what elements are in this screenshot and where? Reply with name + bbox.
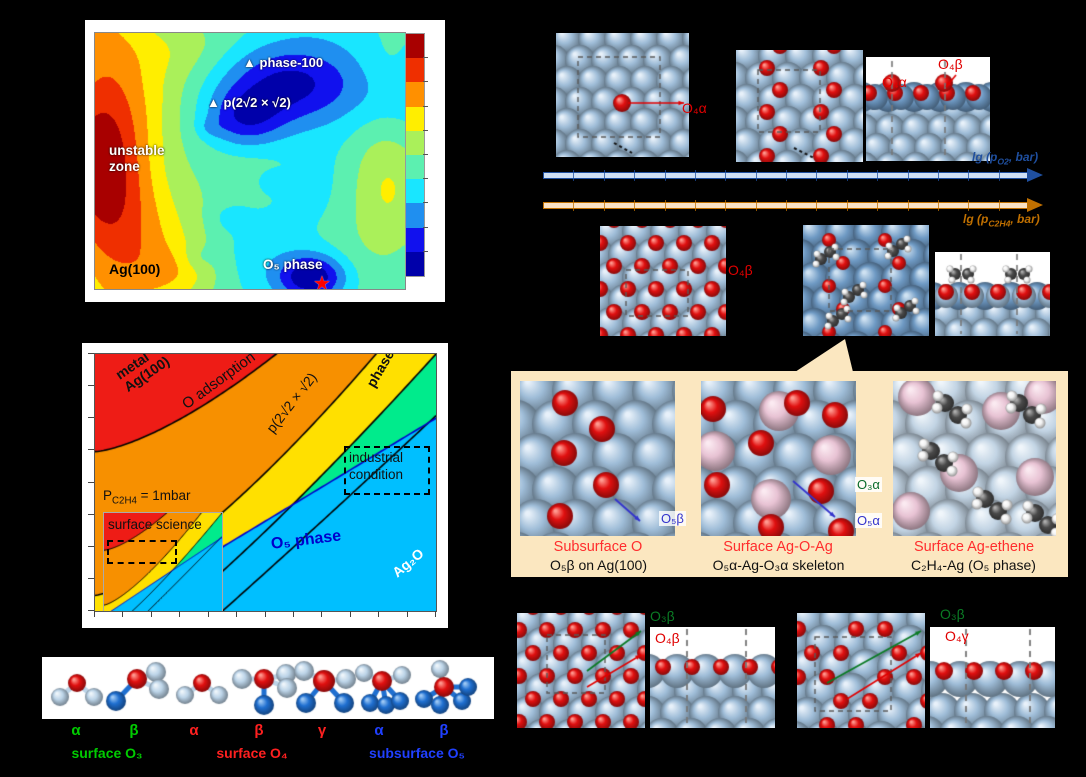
structure-panel-o3beta-o4gamma-top [797,613,925,728]
structure-panel-clean-ag100 [556,33,689,157]
structure-label-o4alpha-2: O₄α [882,74,907,90]
molecule-greek-4: γ [317,722,327,739]
phase-label-surface-science: surface science [108,517,202,532]
phase-diagram-panel: metal Ag(100) O adsorption p(2√2 × √2) ph… [82,343,448,628]
cream-caption-red-1: Subsurface O [553,539,643,555]
bottom-label-o3beta-2: O₃β [940,606,965,622]
cream-caption-black-2: O₅α-Ag-O₃α skeleton [712,557,845,573]
molecule-group-1: surface O₄ [216,745,288,761]
molecule-group-labels: surface O₃ surface O₄ subsurface O₅ [42,745,494,765]
axis-label-c2h4: lg (pC2H4, bar) [963,212,1040,229]
cream-caption-black-3: C₂H₄-Ag (O₅ phase) [911,557,1036,573]
cream-caption-red-2: Surface Ag-O-Ag [723,539,833,555]
contour-marker-p2sqrt: ▲ p(2√2 × √2) [207,95,291,110]
phase-industrial-condition-box [344,446,430,495]
structure-panel-o4alpha-overlayer [736,50,863,162]
cream-structure-subsurface-o [520,381,675,536]
phase-surface-science-box [107,540,177,564]
molecule-reference-strip [42,657,494,719]
structure-panel-ethene-overlayer [803,225,929,336]
molecule-group-2: subsurface O₅ [369,745,465,761]
bottom-label-o4gamma-2: O₄γ [945,628,969,644]
molecule-greek-2: α [189,722,199,739]
contour-marker-phase100: ▲ phase-100 [243,55,324,70]
phase-diagram-canvas: metal Ag(100) O adsorption p(2√2 × √2) ph… [94,353,437,612]
molecule-greek-6: β [439,722,449,739]
molecule-greek-labels: α β α β γ α β [42,722,494,740]
contour-label-ag100: Ag(100) [109,261,161,277]
phase-y-axis-ticks [87,353,95,611]
contour-colorbar-ticks [423,33,430,275]
structure-label-o4beta-2: O₄β [728,262,753,278]
molecule-group-0: surface O₃ [71,745,143,761]
molecule-greek-3: β [254,722,264,739]
cream-panel-pointer [795,339,853,372]
cream-label-o5beta: O₅β [659,511,686,526]
bottom-label-o4beta-1: O₄β [655,630,680,646]
phase-label-industrial-condition: industrial condition [349,450,404,482]
phase-x-axis-ticks [94,611,436,619]
phase-label-pressure-condition: PC2H4 = 1mbar [103,488,191,507]
structure-panel-side-view-o4 [866,57,990,161]
cream-caption-black-1: O₅β on Ag(100) [550,557,647,573]
molecule-greek-0: α [71,722,81,739]
structure-label-o4alpha-1: O₄α [682,100,707,116]
cream-label-o5alpha: O₅α [855,513,882,528]
bottom-label-o3beta-1: O₃β [650,608,675,624]
molecule-greek-5: α [374,722,384,739]
molecule-greek-1: β [129,722,139,739]
contour-label-o5phase: O₅ phase [263,257,323,272]
structure-label-o4beta-1: O₄β [938,56,963,72]
contour-plot-canvas: ▲ phase-100 ▲ p(2√2 × √2) unstable zone A… [94,32,406,290]
axis-label-o2: lg (pO2, bar) [972,150,1039,167]
cream-detail-panel: O₅β Subsurface O O₅β on Ag(100) O₃α O₅α … [511,371,1068,577]
cream-label-o3alpha: O₃α [855,477,882,492]
contour-colorbar [405,33,425,277]
structure-panel-ethene-side-view [935,252,1050,336]
contour-plot-panel: ▲ phase-100 ▲ p(2√2 × √2) unstable zone A… [85,20,445,302]
structure-panel-o3beta-o4beta-top [517,613,645,728]
structure-panel-o3beta-o4beta-side [650,627,775,728]
cream-structure-surface-ag-ethene [893,381,1056,536]
cream-caption-red-3: Surface Ag-ethene [913,539,1035,555]
axis-pressure-c2h4 [543,198,1043,212]
contour-label-unstable-zone: unstable zone [109,143,165,174]
structure-panel-o3beta-o4gamma-side [930,627,1055,728]
axis-pressure-o2 [543,168,1043,182]
structure-panel-o4beta-overlayer [600,226,726,336]
contour-star-marker: ★ [313,273,331,290]
cream-structure-surface-ag-o-ag [701,381,856,536]
